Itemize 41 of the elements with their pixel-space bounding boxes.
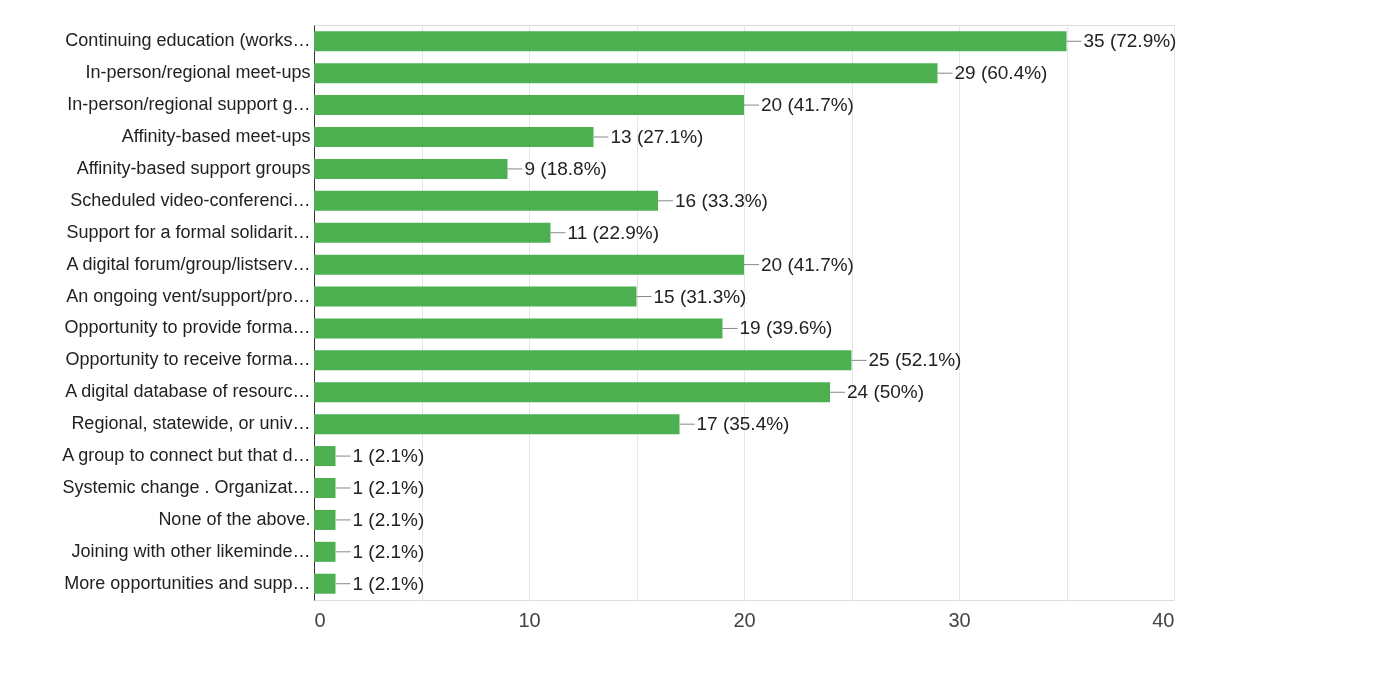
data-label: 1 (2.1%) [352, 540, 425, 562]
y-tick-label: Scheduled video-conferenci… [70, 189, 311, 210]
y-tick-label: A digital forum/group/listserv… [66, 253, 311, 274]
data-label: 17 (35.4%) [696, 413, 790, 435]
y-tick-label: None of the above. [158, 508, 311, 529]
y-tick-label: Affinity-based meet-ups [121, 126, 311, 146]
y-tick-label: Opportunity to provide forma… [64, 317, 311, 338]
y-tick-label: A digital database of resourc… [65, 381, 311, 402]
data-label: 24 (50%) [847, 381, 925, 403]
data-label: 1 (2.1%) [352, 445, 425, 467]
y-tick-label: An ongoing vent/support/pro… [66, 285, 311, 306]
y-tick-label: Opportunity to receive forma… [65, 349, 311, 370]
data-label: 35 (72.9%) [1083, 30, 1177, 52]
data-label: 1 (2.1%) [352, 508, 425, 530]
data-label: 25 (52.1%) [868, 349, 962, 371]
y-tick-label: A group to connect but that d… [62, 445, 311, 466]
x-tick-label: 40 [1152, 608, 1175, 631]
x-tick-label: 0 [314, 608, 326, 631]
x-tick-label: 10 [518, 608, 541, 631]
y-tick-label: More opportunities and supp… [64, 572, 311, 593]
y-tick-label: Affinity-based support groups [76, 157, 311, 178]
data-label: 29 (60.4%) [954, 62, 1048, 84]
y-tick-label: Joining with other likeminde… [71, 540, 311, 561]
data-label: 9 (18.8%) [524, 157, 607, 179]
y-tick-label: Regional, statewide, or univ… [71, 413, 311, 434]
data-label: 15 (31.3%) [653, 285, 747, 307]
data-label: 11 (22.9%) [567, 221, 660, 243]
data-label: 1 (2.1%) [352, 572, 425, 594]
data-label: 20 (41.7%) [761, 253, 854, 275]
y-tick-label: In-person/regional support g… [67, 94, 311, 115]
y-tick-label: Continuing education (works… [65, 30, 311, 51]
data-label: 1 (2.1%) [352, 477, 425, 498]
data-label: 19 (39.6%) [739, 317, 833, 339]
x-tick-label: 20 [733, 608, 756, 631]
x-tick-label: 30 [948, 608, 971, 631]
data-label: 16 (33.3%) [675, 189, 768, 211]
y-tick-label: Systemic change . Organizat… [62, 477, 311, 497]
y-tick-label: In-person/regional meet-ups [85, 62, 311, 83]
y-tick-label: Support for a formal solidarit… [66, 221, 311, 242]
data-label: 20 (41.7%) [761, 94, 854, 116]
data-label: 13 (27.1%) [610, 126, 704, 147]
